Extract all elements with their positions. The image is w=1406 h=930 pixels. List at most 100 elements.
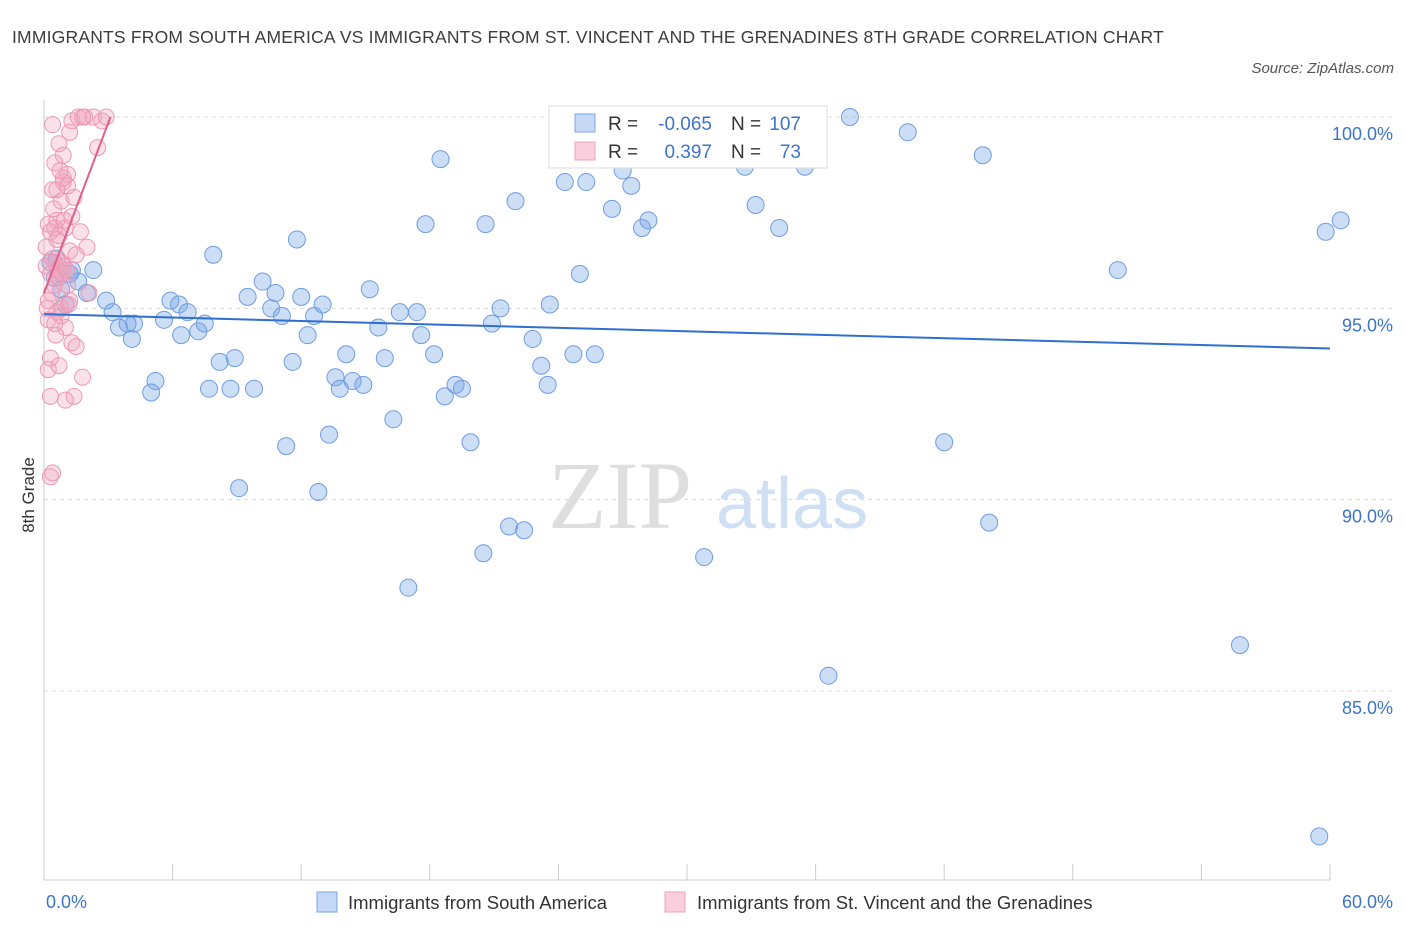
legend-blue-label: Immigrants from South America xyxy=(348,892,608,913)
data-point-south-america xyxy=(375,349,394,368)
data-point-south-america xyxy=(523,329,542,348)
data-point-st-vincent xyxy=(67,338,85,356)
data-point-south-america xyxy=(980,513,999,532)
data-point-south-america xyxy=(1316,222,1335,241)
data-point-st-vincent xyxy=(58,261,76,279)
data-point-south-america xyxy=(570,264,589,283)
data-point-south-america xyxy=(461,433,480,452)
data-point-south-america xyxy=(407,303,426,322)
stats-pink-n-value: 73 xyxy=(780,142,801,163)
data-point-st-vincent xyxy=(65,387,83,405)
axes xyxy=(43,100,1331,881)
data-point-south-america xyxy=(125,314,144,333)
data-point-st-vincent xyxy=(51,162,69,180)
data-point-south-america xyxy=(412,326,431,345)
data-point-south-america xyxy=(435,387,454,406)
chart-title: IMMIGRANTS FROM SOUTH AMERICA VS IMMIGRA… xyxy=(12,27,1164,47)
data-point-south-america xyxy=(221,379,240,398)
data-point-south-america xyxy=(238,287,257,306)
data-point-south-america xyxy=(343,372,362,391)
data-point-st-vincent xyxy=(78,238,96,256)
data-point-south-america xyxy=(337,345,356,364)
y-tick-label: 85.0% xyxy=(1342,698,1393,718)
data-point-st-vincent xyxy=(56,391,74,409)
data-point-south-america xyxy=(287,230,306,249)
data-point-st-vincent xyxy=(50,357,68,375)
data-point-south-america xyxy=(639,211,658,230)
data-point-south-america xyxy=(1230,636,1249,655)
legend-pink-swatch xyxy=(664,891,686,913)
data-point-south-america xyxy=(245,379,264,398)
data-point-south-america xyxy=(770,218,789,237)
data-point-st-vincent xyxy=(54,146,72,164)
data-point-st-vincent xyxy=(39,215,57,233)
data-point-south-america xyxy=(695,548,714,567)
data-point-south-america xyxy=(309,483,328,502)
trend-lines xyxy=(43,116,1331,350)
data-point-st-vincent xyxy=(74,108,92,126)
watermark-atlas: atlas xyxy=(716,464,868,544)
data-point-south-america xyxy=(819,666,838,685)
data-point-south-america xyxy=(200,379,219,398)
y-tick-label: 100.0% xyxy=(1332,124,1393,144)
y-tick-label: 90.0% xyxy=(1342,507,1393,527)
data-point-st-vincent xyxy=(45,200,63,218)
data-point-south-america xyxy=(142,383,161,402)
stats-box: R = -0.065 N = 107 R = 0.397 N = 73 xyxy=(548,105,828,169)
trend-line-st-vincent xyxy=(43,116,112,294)
data-point-south-america xyxy=(155,310,174,329)
data-point-south-america xyxy=(225,349,244,368)
data-point-st-vincent xyxy=(59,177,77,195)
x-tick-label: 0.0% xyxy=(46,892,87,912)
data-point-south-america xyxy=(532,356,551,375)
data-point-south-america xyxy=(431,150,450,169)
stats-blue-n-value: 107 xyxy=(769,114,801,135)
data-point-south-america xyxy=(476,215,495,234)
data-point-st-vincent xyxy=(69,108,87,126)
data-point-south-america xyxy=(491,299,510,318)
gridlines xyxy=(44,116,1396,692)
data-point-st-vincent xyxy=(44,116,62,134)
stats-blue-swatch xyxy=(574,113,596,133)
data-point-south-america xyxy=(973,146,992,165)
stats-blue-n-label: N = xyxy=(731,114,761,135)
stats-pink-r-value: 0.397 xyxy=(664,142,712,163)
data-point-south-america xyxy=(189,322,208,341)
data-point-st-vincent xyxy=(44,464,62,482)
data-point-south-america xyxy=(122,329,141,348)
data-point-south-america xyxy=(384,410,403,429)
data-point-south-america xyxy=(272,306,291,325)
legend-pink-label: Immigrants from St. Vincent and the Gren… xyxy=(697,892,1093,913)
data-point-south-america xyxy=(292,287,311,306)
data-point-st-vincent xyxy=(80,284,98,302)
data-point-south-america xyxy=(898,123,917,142)
data-point-south-america xyxy=(360,280,379,299)
series-south-america xyxy=(41,108,1350,846)
data-point-south-america xyxy=(585,345,604,364)
legend: Immigrants from South America Immigrants… xyxy=(316,891,1093,913)
y-axis-title: 8th Grade xyxy=(19,457,38,533)
data-point-south-america xyxy=(390,303,409,322)
data-point-south-america xyxy=(746,196,765,215)
data-point-st-vincent xyxy=(39,361,57,379)
data-point-south-america xyxy=(320,425,339,444)
data-point-south-america xyxy=(540,295,559,314)
data-point-south-america xyxy=(840,108,859,126)
stats-pink-r-label: R = xyxy=(608,142,638,163)
watermark-zip: ZIP xyxy=(548,442,692,549)
data-point-south-america xyxy=(84,261,103,280)
data-point-st-vincent xyxy=(50,135,68,153)
data-point-south-america xyxy=(555,173,574,192)
legend-blue-swatch xyxy=(316,891,338,913)
data-point-south-america xyxy=(313,295,332,314)
data-point-south-america xyxy=(210,352,229,371)
data-point-st-vincent xyxy=(97,108,115,126)
data-point-south-america xyxy=(110,318,129,337)
data-point-south-america xyxy=(577,173,596,192)
stats-pink-swatch xyxy=(574,141,596,161)
trend-line-south-america xyxy=(43,313,1331,350)
y-tick-label: 95.0% xyxy=(1342,315,1393,335)
data-point-south-america xyxy=(935,433,954,452)
data-point-south-america xyxy=(178,303,197,322)
